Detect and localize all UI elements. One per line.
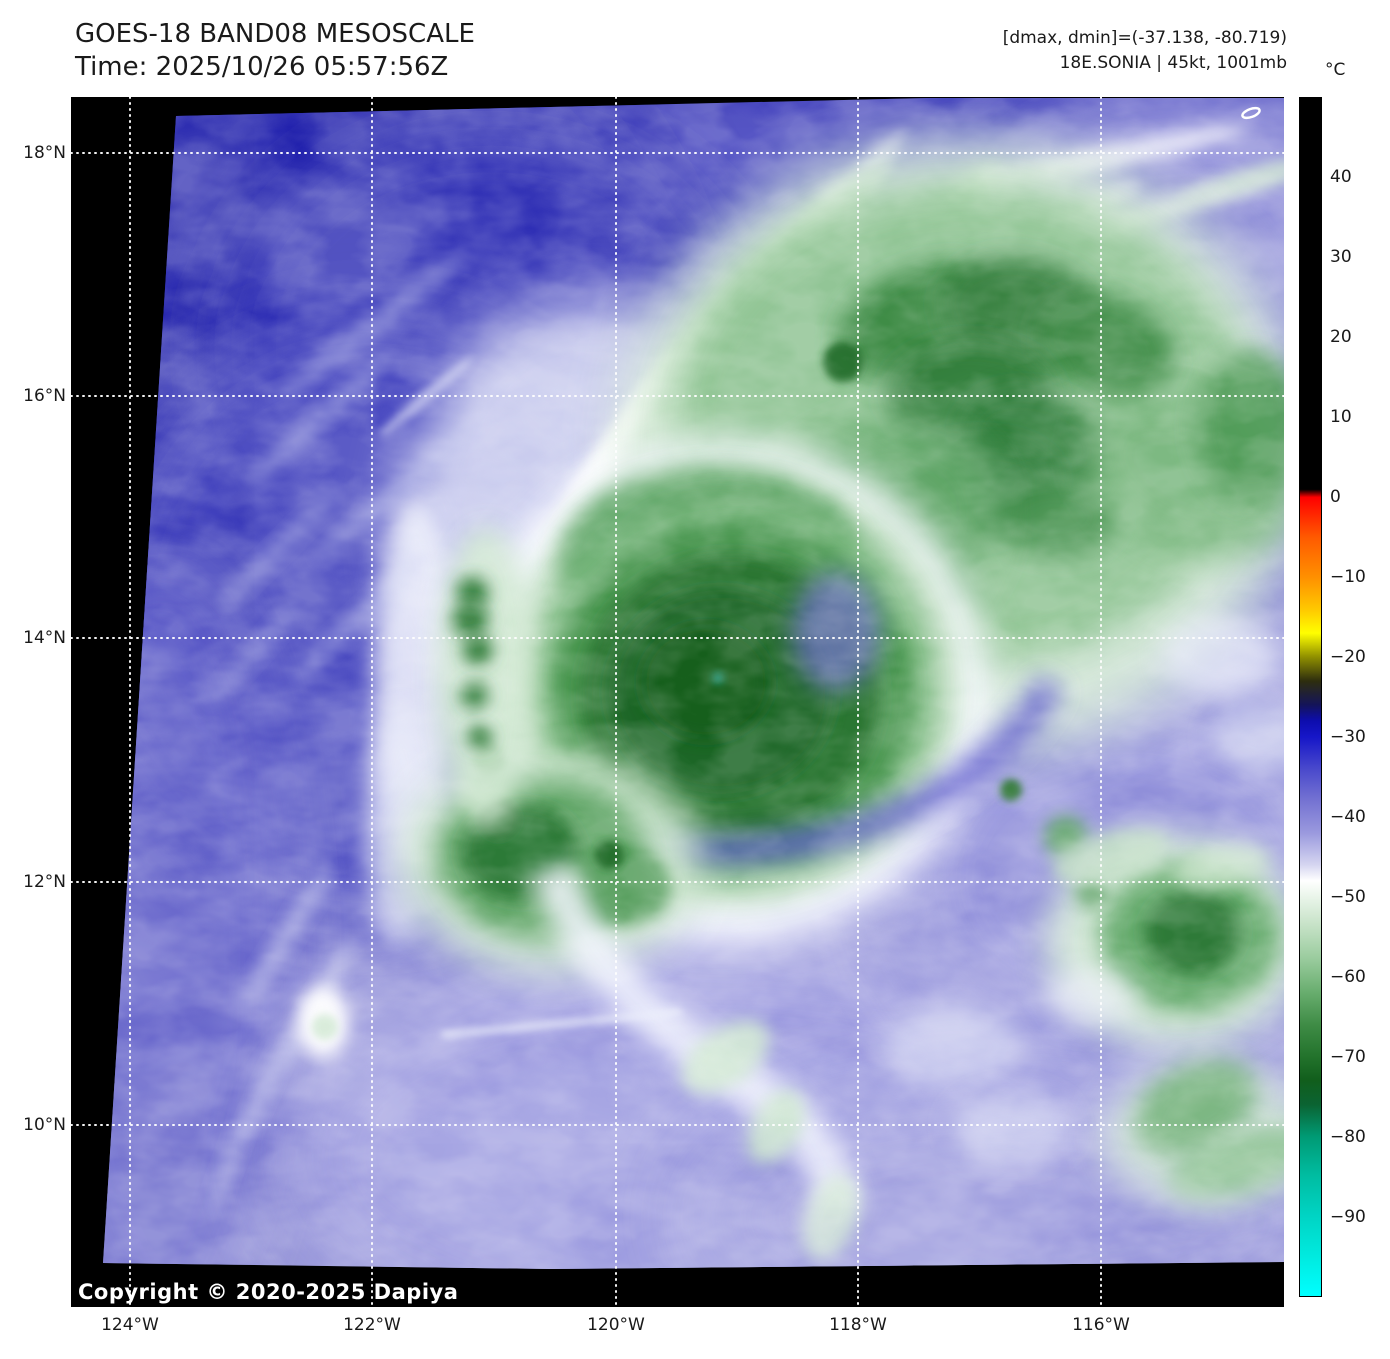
colorbar-tick-label: −80 — [1330, 1127, 1366, 1147]
x-axis-tick-label: 122°W — [343, 1315, 401, 1335]
storm-readout: 18E.SONIA | 45kt, 1001mb — [1059, 53, 1287, 73]
colorbar-tick-label: 30 — [1330, 247, 1352, 267]
x-axis-tick-label: 124°W — [101, 1315, 159, 1335]
x-axis-tick-label: 120°W — [587, 1315, 645, 1335]
timestamp: Time: 2025/10/26 05:57:56Z — [75, 52, 449, 82]
colorbar-gradient — [1299, 97, 1322, 1297]
satellite-imagery — [71, 97, 1284, 1307]
colorbar-tick-label: 0 — [1330, 487, 1341, 507]
colorbar-unit-label: °C — [1325, 60, 1346, 80]
copyright-text: Copyright © 2020-2025 Dapiya — [78, 1280, 459, 1304]
colorbar-tick-label: −50 — [1330, 887, 1366, 907]
title-block: GOES-18 BAND08 MESOSCALE Time: 2025/10/2… — [75, 18, 475, 84]
page-title: GOES-18 BAND08 MESOSCALE — [75, 19, 475, 49]
y-axis-tick-label: 12°N — [23, 872, 66, 892]
colorbar-tick-label: −70 — [1330, 1047, 1366, 1067]
colorbar-tick-label: 40 — [1330, 167, 1352, 187]
dmax-dmin-readout: [dmax, dmin]=(-37.138, -80.719) — [1002, 28, 1287, 48]
y-axis-tick-label: 18°N — [23, 143, 66, 163]
x-axis-tick-label: 118°W — [829, 1315, 887, 1335]
colorbar-tick-label: −20 — [1330, 647, 1366, 667]
colorbar-tick-label: −30 — [1330, 727, 1366, 747]
y-axis-tick-label: 14°N — [23, 628, 66, 648]
colorbar-tick-label: −90 — [1330, 1207, 1366, 1227]
info-block: [dmax, dmin]=(-37.138, -80.719) 18E.SONI… — [1003, 26, 1287, 76]
gridlines — [71, 97, 1284, 1307]
x-axis-tick-label: 116°W — [1072, 1315, 1130, 1335]
colorbar-tick-label: 10 — [1330, 407, 1352, 427]
satellite-image-panel: Copyright © 2020-2025 Dapiya — [71, 97, 1284, 1307]
cloud-texture-fine — [103, 98, 1284, 1269]
colorbar-tick-label: −60 — [1330, 967, 1366, 987]
y-axis-tick-label: 10°N — [23, 1115, 66, 1135]
colorbar-tick-label: 20 — [1330, 327, 1352, 347]
colorbar-tick-label: −10 — [1330, 567, 1366, 587]
y-axis-tick-label: 16°N — [23, 386, 66, 406]
colorbar-tick-label: −40 — [1330, 807, 1366, 827]
